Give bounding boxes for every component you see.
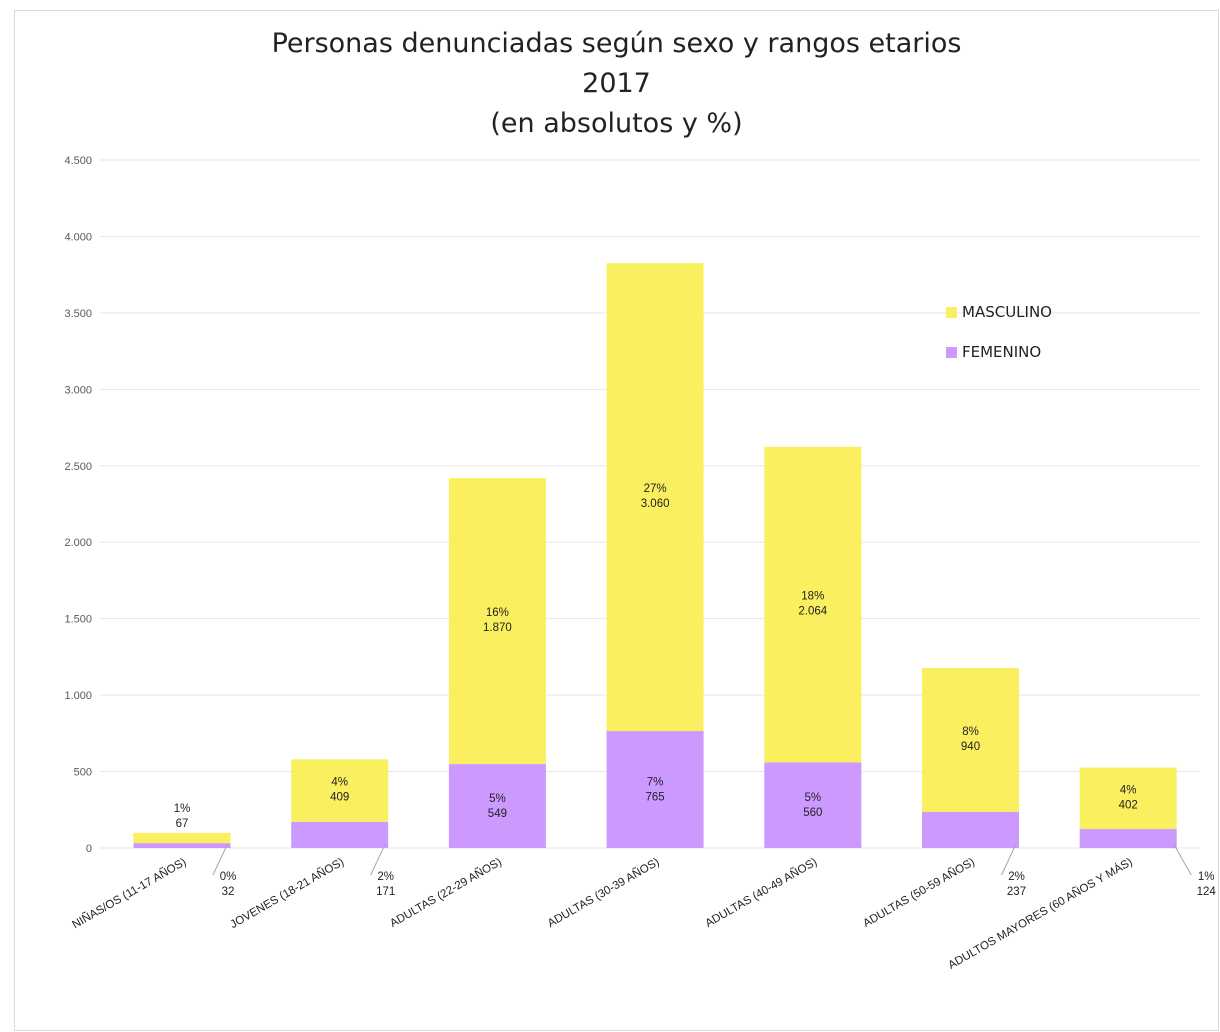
y-tick-label: 3.500 — [64, 308, 92, 320]
data-label-masculino-percent: 8% — [962, 726, 979, 738]
legend: MASCULINO FEMENINO — [946, 303, 1052, 361]
x-category-label: NIÑAS/OS (11-17 AÑOS) — [70, 855, 189, 931]
data-label-masculino-percent: 18% — [801, 591, 824, 603]
y-tick-label: 2.500 — [64, 461, 92, 473]
leader-line — [1173, 843, 1192, 876]
y-axis: 0 500 1.000 1.500 2.000 2.500 3.000 3.500 4.000 4… — [64, 155, 92, 855]
chart-title: Personas denunciadas según sexo y rangos… — [14, 24, 1219, 144]
bar-femenino — [1079, 829, 1177, 848]
x-category-label: ADULTAS (30-39 AÑOS) — [545, 855, 661, 930]
x-category-label: ADULTAS (22-29 AÑOS) — [388, 855, 504, 930]
legend-label-femenino: FEMENINO — [962, 343, 1041, 361]
bar-femenino — [764, 762, 862, 848]
bar-masculino — [448, 478, 546, 765]
bar-masculino — [922, 668, 1019, 812]
x-category-label: ADULTAS (40-49 AÑOS) — [703, 855, 819, 930]
bar-masculino — [133, 832, 231, 844]
data-label-masculino-percent: 4% — [1120, 784, 1137, 796]
data-label-femenino-percent: 0% — [220, 871, 237, 883]
y-tick-label: 2.000 — [64, 537, 92, 549]
data-label-masculino-value: 409 — [330, 792, 349, 804]
x-category-label: ADULTAS (50-59 AÑOS) — [861, 855, 977, 930]
data-label-femenino-value: 171 — [376, 886, 395, 898]
data-label-femenino-percent: 2% — [1008, 871, 1025, 883]
data-label-masculino-percent: 16% — [486, 607, 509, 619]
bar-masculino — [1079, 767, 1177, 830]
chart-title-line-1: Personas denunciadas según sexo y rangos… — [271, 28, 962, 59]
y-tick-label: 500 — [74, 767, 92, 779]
data-label-masculino-percent: 1% — [174, 803, 191, 815]
data-label-femenino-value: 549 — [488, 808, 507, 820]
bar-femenino — [291, 821, 389, 848]
data-label-femenino-percent: 5% — [489, 793, 506, 805]
y-tick-label: 4.500 — [64, 155, 92, 167]
bar-femenino — [133, 843, 231, 848]
data-label-femenino-value: 765 — [646, 792, 665, 804]
data-label-femenino-percent: 7% — [647, 777, 664, 789]
data-label-masculino-value: 1.870 — [483, 622, 512, 634]
data-label-masculino-value: 3.060 — [641, 498, 670, 510]
data-label-femenino-percent: 2% — [377, 871, 394, 883]
bars — [133, 263, 1177, 848]
bar-femenino — [606, 731, 704, 848]
leader-line — [212, 843, 228, 876]
chart-title-line-3: (en absolutos y %) — [490, 108, 743, 139]
data-label-masculino-value: 940 — [961, 741, 980, 753]
y-tick-label: 1.500 — [64, 614, 92, 626]
bar-masculino — [291, 759, 389, 822]
y-tick-label: 1.000 — [64, 690, 92, 702]
data-label-femenino-value: 32 — [222, 886, 235, 898]
y-tick-label: 3.000 — [64, 384, 92, 396]
data-labels: 0% 32 1% 67 2% 171 4% 409 5% 549 16% 1.870 7% 765 27% 3… — [174, 483, 1217, 898]
data-label-masculino-value: 402 — [1119, 799, 1138, 811]
bar-femenino — [448, 764, 546, 848]
x-category-label: ADULTOS MAYORES (60 AÑOS Y MÁS) — [946, 855, 1135, 972]
data-label-femenino-percent: 5% — [804, 792, 821, 804]
y-tick-label: 4.000 — [64, 231, 92, 243]
x-category-label: JOVENES (18-21 AÑOS) — [228, 855, 346, 931]
y-tick-label: 0 — [86, 843, 92, 855]
data-label-femenino-value: 124 — [1197, 886, 1217, 898]
data-label-masculino-percent: 4% — [331, 777, 348, 789]
data-label-masculino-value: 67 — [176, 818, 189, 830]
data-label-femenino-value: 560 — [803, 807, 822, 819]
data-label-femenino-value: 237 — [1007, 886, 1026, 898]
leader-line — [370, 843, 386, 876]
data-label-femenino-percent: 1% — [1198, 871, 1215, 883]
leader-line — [1001, 843, 1017, 876]
legend-swatch-masculino — [946, 307, 957, 318]
bar-masculino — [606, 263, 704, 732]
data-label-masculino-value: 2.064 — [798, 606, 827, 618]
bar-femenino — [922, 811, 1019, 848]
legend-swatch-femenino — [946, 347, 957, 358]
chart-title-line-2: 2017 — [582, 68, 651, 99]
legend-label-masculino: MASCULINO — [962, 303, 1052, 321]
bar-masculino — [764, 446, 862, 763]
data-label-masculino-percent: 27% — [644, 483, 667, 495]
